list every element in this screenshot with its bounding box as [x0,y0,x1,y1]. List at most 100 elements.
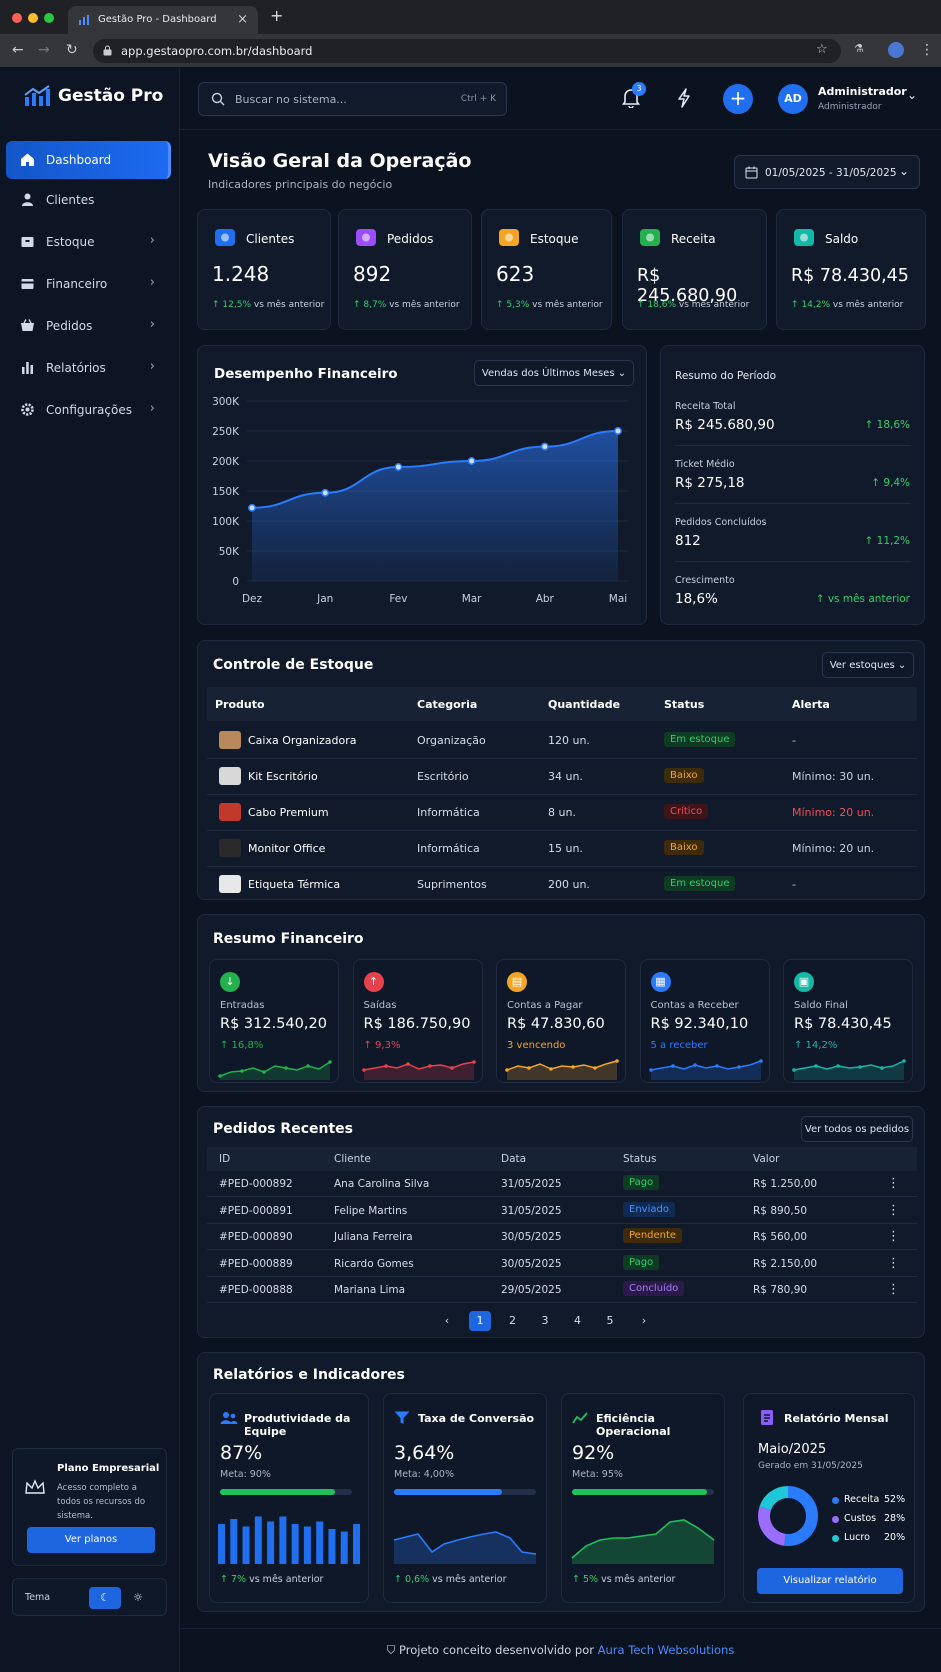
order-id: #PED-000890 [219,1231,293,1243]
data-point[interactable] [540,442,549,451]
sidebar-item-estoque[interactable]: Estoque › [6,223,171,261]
dark-mode-toggle[interactable]: ☾ [89,1587,121,1609]
kpi-change-value: ↑ 5,3% [496,300,530,310]
sidebar-item-clientes[interactable]: Clientes [6,181,171,219]
table-row[interactable]: Etiqueta Térmica Suprimentos 200 un. Em est… [207,867,917,903]
view-plans-button[interactable]: Ver planos [27,1527,155,1553]
conversion-suffix: vs mês anterior [432,1574,507,1585]
calendar-icon [745,166,758,179]
table-row[interactable]: #PED-000892 Ana Carolina Silva 31/05/2025 P… [207,1171,917,1197]
label-printer-icon [219,875,241,893]
view-stock-button[interactable]: Ver estoques ⌄ [822,652,914,678]
data-point[interactable] [321,488,330,497]
plan-description: Acesso completo a todos os recursos do s… [57,1483,146,1521]
sidebar-item-label: Configurações [46,403,132,417]
page-1-button[interactable]: 1 [469,1311,491,1331]
reports-title: Relatórios e Indicadores [213,1367,405,1383]
table-row[interactable]: #PED-000891 Felipe Martins 31/05/2025 Envia… [207,1198,917,1224]
data-point[interactable] [467,457,476,465]
legend-value: 52% [884,1494,906,1505]
chevron-down-icon[interactable]: ⌄ [907,88,918,102]
view-all-orders-button[interactable]: Ver todos os pedidos [801,1116,913,1142]
table-row[interactable]: Kit Escritório Escritório 34 un. Baixo Mínim… [207,759,917,795]
reload-icon[interactable]: ↻ [66,42,78,58]
prev-page-icon[interactable]: ‹ [444,1314,450,1327]
sidebar-item-label: Dashboard [46,153,112,167]
page-2-button[interactable]: 2 [509,1314,516,1327]
sidebar-item-dashboard[interactable]: Dashboard [6,141,171,179]
table-row[interactable]: #PED-000890 Juliana Ferreira 30/05/2025 Pen… [207,1224,917,1250]
sidebar-item-financeiro[interactable]: Financeiro › [6,265,171,303]
finance-value: R$ 78.430,45 [794,1016,892,1032]
profile-icon[interactable] [888,42,904,58]
order-date: 30/05/2025 [501,1231,562,1243]
close-window-button[interactable] [12,13,22,23]
extensions-icon[interactable]: ⚗ [854,42,864,55]
view-report-button[interactable]: Visualizar relatório [757,1568,903,1594]
url-field[interactable]: app.gestaopro.com.br/dashboard [93,39,841,63]
brand-logo[interactable]: Gestão Pro [24,85,163,106]
light-mode-toggle[interactable]: ☼ [133,1591,143,1604]
page-5-button[interactable]: 5 [606,1314,614,1327]
table-row[interactable]: #PED-000889 Ricardo Gomes 30/05/2025 Pago R$… [207,1251,917,1277]
data-point[interactable] [248,503,256,512]
maximize-window-button[interactable] [44,13,54,23]
top-header: Buscar no sistema... Ctrl + K 3 + AD Adm… [180,68,941,130]
efficiency-area-chart [571,1519,715,1564]
order-value: R$ 560,00 [753,1231,808,1243]
tab-title: Gestão Pro - Dashboard [98,14,217,25]
product-category: Suprimentos [417,878,487,891]
row-menu-icon[interactable]: ⋮ [887,1255,900,1271]
conversion-title: Taxa de Conversão [418,1412,535,1425]
avatar[interactable]: AD [778,84,808,114]
user-name[interactable]: Administrador [818,85,907,98]
lightning-icon[interactable] [677,88,691,108]
page-3-button[interactable]: 3 [541,1314,549,1327]
theme-switcher: Tema ☾ ☼ [12,1578,167,1616]
row-menu-icon[interactable]: ⋮ [887,1282,900,1297]
search-placeholder: Buscar no sistema... [235,93,347,106]
row-menu-icon[interactable]: ⋮ [887,1202,900,1218]
kpi-change: ↑ 14,2% vs mês anterior [791,300,903,310]
order-id: #PED-000888 [219,1284,293,1296]
conversion-progress-fill [394,1489,502,1495]
table-row[interactable]: #PED-000888 Mariana Lima 29/05/2025 Concluí… [207,1277,917,1303]
sidebar-item-relatorios[interactable]: Relatórios › [6,349,171,387]
add-button[interactable]: + [723,84,753,114]
minimize-window-button[interactable] [28,13,38,23]
row-menu-icon[interactable]: ⋮ [887,1229,900,1244]
date-range-picker[interactable]: 01/05/2025 - 31/05/2025 ⌄ [734,155,920,189]
efficiency-suffix: vs mês anterior [601,1574,676,1585]
new-tab-button[interactable]: + [270,6,284,25]
chevron-right-icon: › [149,359,155,374]
productivity-bar [254,1516,262,1564]
chart-period-dropdown[interactable]: Vendas dos Últimos Meses ⌄ [474,360,634,386]
conversion-progress-track [394,1489,536,1495]
row-menu-icon[interactable]: ⋮ [887,1176,900,1191]
efficiency-progress-track [572,1489,714,1495]
footer-link[interactable]: Aura Tech Websolutions [597,1643,735,1657]
close-tab-icon[interactable]: × [237,12,248,27]
search-input[interactable]: Buscar no sistema... Ctrl + K [198,82,507,116]
back-icon[interactable]: ← [12,42,24,58]
user-role: Administrador [818,102,882,112]
user-icon [212,224,238,250]
browser-tab[interactable]: Gestão Pro - Dashboard × [68,6,258,34]
sidebar-item-configuracoes[interactable]: Configurações › [6,391,171,429]
next-page-icon[interactable]: › [641,1314,647,1327]
table-row[interactable]: Monitor Office Informática 15 un. Baixo Míni… [207,831,917,867]
browser-menu-icon[interactable]: ⋮ [920,42,934,58]
forward-icon[interactable]: → [38,42,50,58]
data-point[interactable] [614,427,622,435]
product-quantity: 15 un. [548,842,583,855]
bookmark-star-icon[interactable]: ☆ [816,42,828,57]
page-subtitle: Indicadores principais do negócio [208,178,393,191]
table-row[interactable]: Caixa Organizadora Organização 120 un. Em e… [207,723,917,759]
order-value: R$ 1.250,00 [753,1178,818,1190]
sidebar-item-pedidos[interactable]: Pedidos › [6,307,171,345]
data-point[interactable] [394,463,403,471]
order-client: Ricardo Gomes [334,1257,414,1270]
legend-swatch [832,1497,839,1504]
page-4-button[interactable]: 4 [574,1314,581,1327]
table-row[interactable]: Cabo Premium Informática 8 un. Crítico Mínim… [207,795,917,831]
